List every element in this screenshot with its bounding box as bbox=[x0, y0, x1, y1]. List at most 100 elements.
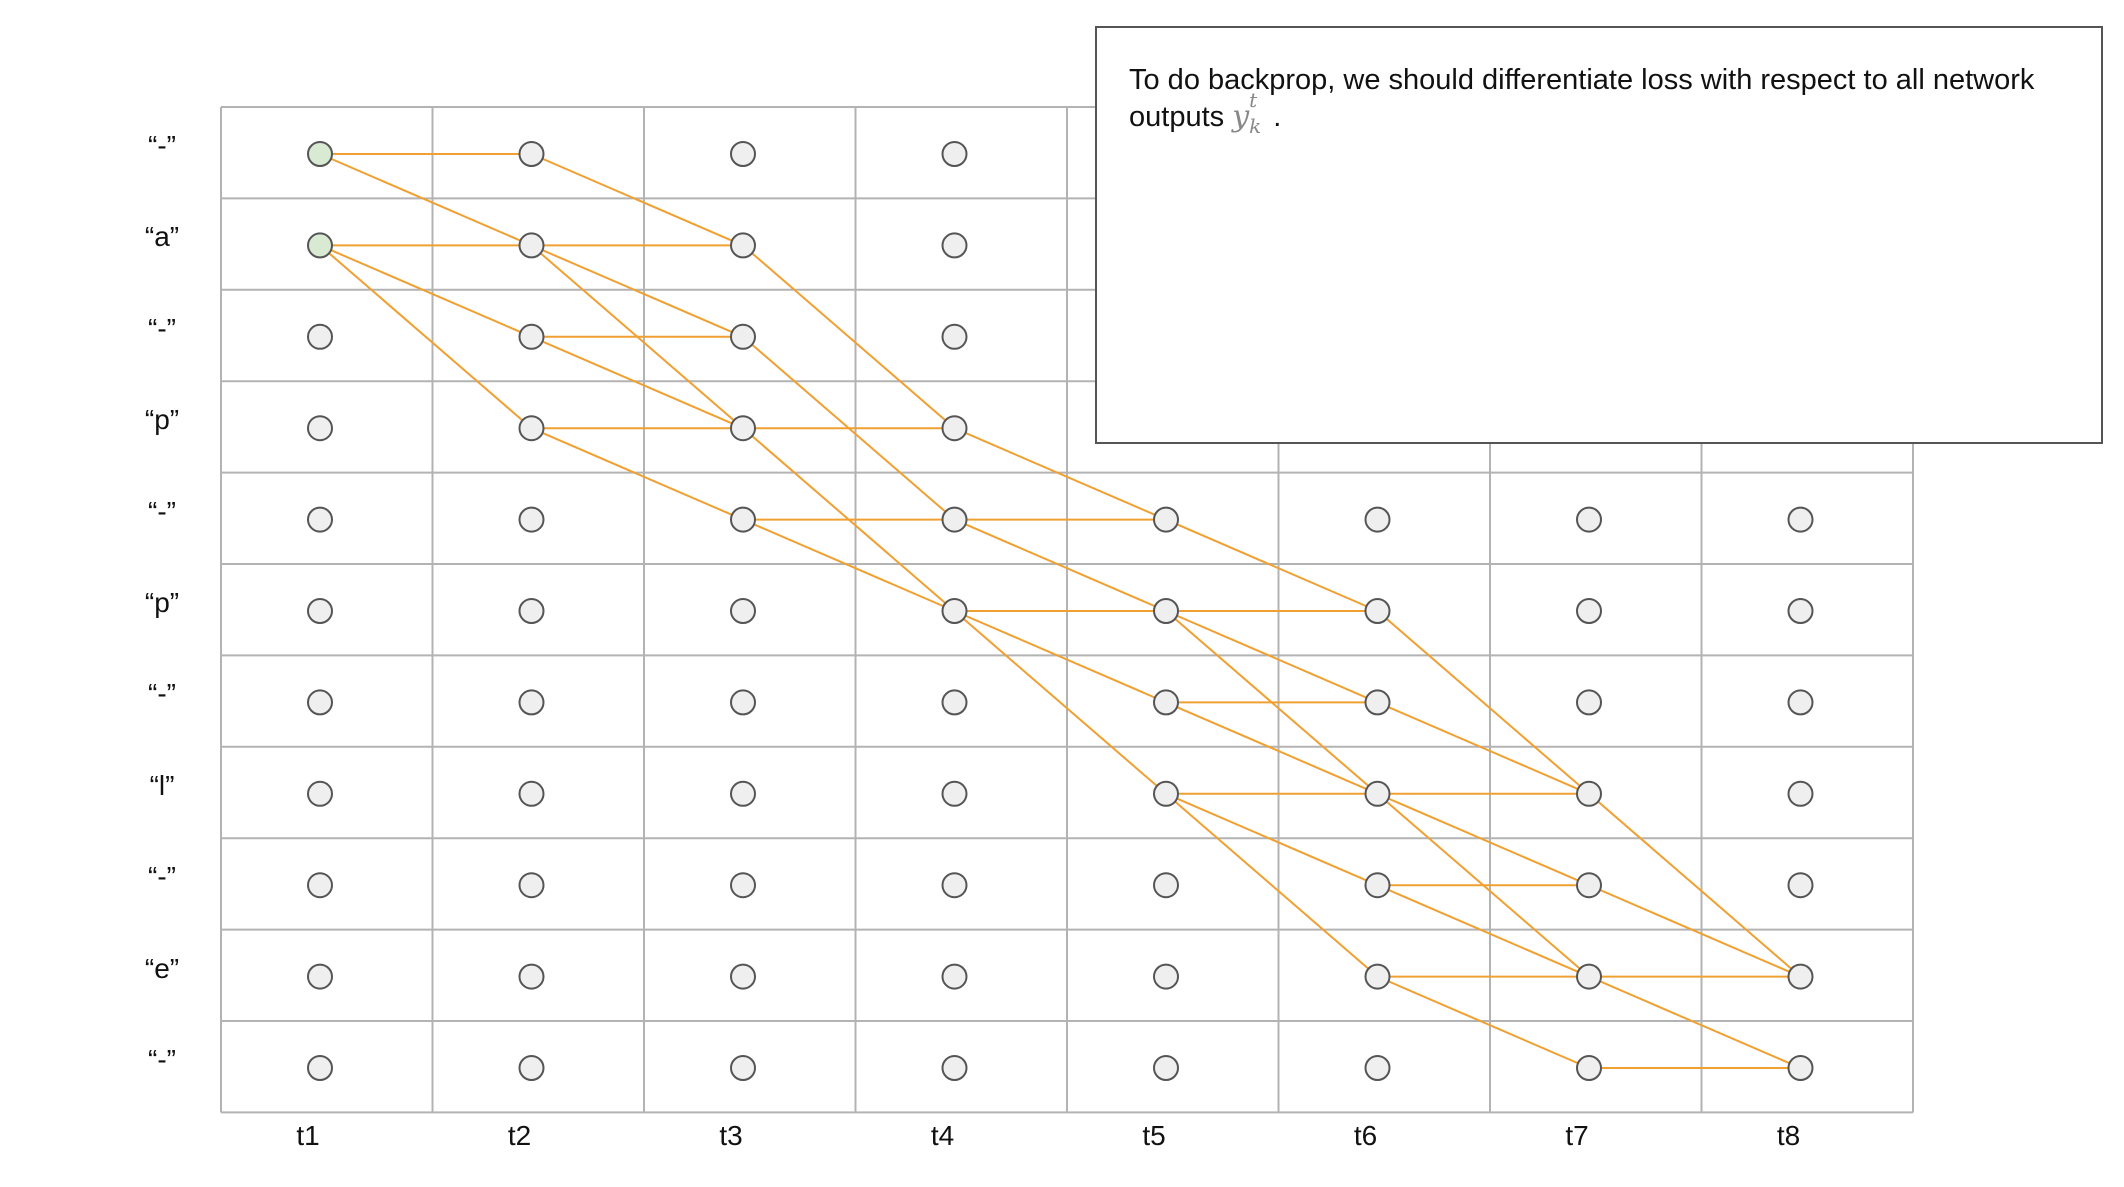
trellis-node bbox=[1364, 963, 1391, 990]
path-edge bbox=[531, 427, 744, 521]
trellis-node bbox=[941, 323, 968, 350]
note-text: To do backprop, we should differentiate … bbox=[1129, 64, 2035, 134]
alignment-paths bbox=[319, 153, 1802, 1069]
path-edge bbox=[742, 518, 955, 612]
path-edge bbox=[953, 610, 1167, 795]
path-edge bbox=[954, 610, 1167, 704]
trellis-node bbox=[730, 1055, 756, 1081]
trellis-node bbox=[730, 780, 756, 807]
path-edge bbox=[319, 244, 532, 338]
trellis-node bbox=[1787, 780, 1814, 807]
path-edge bbox=[1377, 701, 1590, 795]
column-label: t1 bbox=[296, 1120, 320, 1152]
trellis-node bbox=[730, 232, 756, 259]
column-label: t3 bbox=[719, 1120, 743, 1152]
trellis-node bbox=[941, 598, 968, 624]
trellis-node bbox=[730, 598, 756, 624]
path-edge bbox=[319, 244, 533, 429]
row-label: “e” bbox=[144, 952, 180, 984]
path-edge bbox=[319, 153, 532, 247]
trellis-node bbox=[730, 141, 756, 167]
path-edge bbox=[1165, 792, 1378, 887]
trellis-node bbox=[307, 872, 333, 899]
math-superscript: t bbox=[1249, 88, 1258, 113]
trellis-node bbox=[730, 415, 756, 442]
trellis-node bbox=[1576, 689, 1602, 716]
trellis-node bbox=[518, 780, 545, 807]
trellis-node bbox=[1364, 506, 1391, 533]
trellis-node bbox=[307, 598, 333, 624]
path-edge bbox=[1377, 884, 1590, 978]
trellis-node bbox=[730, 963, 756, 990]
start-node bbox=[307, 232, 333, 259]
note-text-end: . bbox=[1273, 101, 1282, 134]
trellis-node bbox=[307, 1055, 333, 1081]
trellis-node bbox=[730, 872, 756, 899]
row-label: “-” bbox=[148, 861, 176, 893]
trellis-node bbox=[1787, 506, 1814, 533]
trellis-node bbox=[307, 506, 333, 533]
path-edge bbox=[531, 244, 744, 338]
column-label: t4 bbox=[930, 1120, 955, 1152]
trellis-node bbox=[1153, 1055, 1179, 1081]
path-edge bbox=[954, 518, 1167, 612]
trellis-node bbox=[307, 323, 333, 350]
column-label: t6 bbox=[1353, 1120, 1378, 1152]
trellis-node bbox=[518, 598, 545, 624]
row-label: “-” bbox=[148, 312, 176, 344]
path-edge bbox=[1165, 610, 1378, 704]
trellis-node bbox=[730, 506, 756, 533]
trellis-node bbox=[730, 689, 756, 716]
math-base: y bbox=[1232, 99, 1250, 135]
trellis-node bbox=[941, 232, 968, 259]
path-edge bbox=[1588, 975, 1801, 1069]
trellis-node bbox=[1576, 963, 1602, 990]
trellis-node bbox=[941, 963, 968, 990]
path-edge bbox=[954, 427, 1167, 521]
math-subscript: k bbox=[1249, 114, 1262, 139]
trellis-node bbox=[1153, 963, 1179, 990]
trellis-node bbox=[1576, 506, 1602, 533]
row-label: “-” bbox=[148, 678, 176, 710]
trellis-node bbox=[1364, 1055, 1391, 1081]
row-label: “a” bbox=[144, 221, 180, 253]
trellis-node bbox=[307, 689, 333, 716]
column-label: t5 bbox=[1142, 1120, 1166, 1152]
trellis-node bbox=[518, 415, 545, 442]
trellis-node bbox=[1576, 780, 1602, 807]
path-edge bbox=[1377, 792, 1590, 887]
trellis-node bbox=[1153, 689, 1179, 716]
trellis-node bbox=[1153, 506, 1179, 533]
trellis-node bbox=[1364, 872, 1391, 899]
trellis-node bbox=[1153, 780, 1179, 807]
trellis-node bbox=[307, 415, 333, 442]
path-edge bbox=[531, 335, 744, 430]
path-edge bbox=[1588, 884, 1801, 978]
trellis-node bbox=[518, 1055, 545, 1081]
trellis-node bbox=[1364, 598, 1391, 624]
trellis-node bbox=[518, 963, 545, 990]
trellis-node bbox=[1153, 598, 1179, 624]
row-label: “-” bbox=[148, 1044, 176, 1075]
path-edge bbox=[1588, 793, 1802, 978]
trellis-node bbox=[941, 872, 968, 899]
trellis-node bbox=[941, 780, 968, 807]
trellis-node bbox=[518, 232, 545, 259]
path-edge bbox=[1165, 701, 1378, 795]
trellis-node bbox=[1576, 872, 1602, 899]
column-label: t7 bbox=[1565, 1120, 1589, 1152]
trellis-node bbox=[941, 141, 968, 167]
trellis-node bbox=[518, 323, 545, 350]
trellis-node bbox=[941, 415, 968, 442]
path-edge bbox=[1165, 518, 1378, 612]
trellis-nodes bbox=[307, 141, 1814, 1081]
column-label: t8 bbox=[1776, 1120, 1801, 1152]
trellis-node bbox=[307, 780, 333, 807]
trellis-node bbox=[1576, 598, 1602, 624]
trellis-node bbox=[1364, 780, 1391, 807]
column-label: t2 bbox=[507, 1120, 532, 1152]
trellis-node bbox=[1787, 872, 1814, 899]
trellis-node bbox=[941, 1055, 968, 1081]
note-box: To do backprop, we should differentiate … bbox=[1095, 26, 2103, 444]
